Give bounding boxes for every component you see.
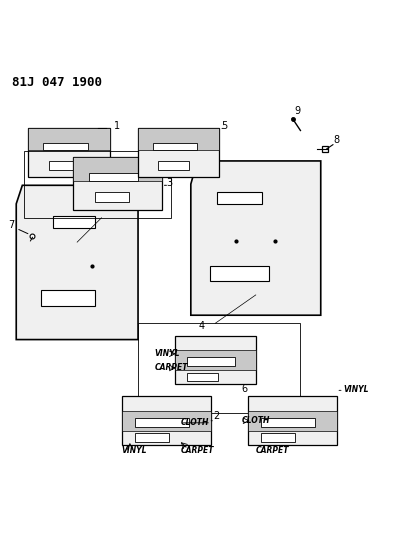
Bar (73, 157, 162, 209)
PathPatch shape (190, 161, 320, 315)
Bar (138, 128, 219, 177)
Bar (186, 373, 217, 381)
Bar (260, 433, 294, 442)
Bar (53, 216, 95, 229)
Bar (158, 161, 189, 170)
Text: 81J 047 1900: 81J 047 1900 (12, 76, 102, 88)
Bar (138, 324, 300, 413)
Bar (216, 192, 262, 204)
Text: VINYL: VINYL (342, 385, 368, 394)
Bar (73, 157, 162, 181)
PathPatch shape (16, 185, 138, 340)
Text: 6: 6 (241, 384, 247, 394)
Bar (152, 143, 197, 150)
Text: 2: 2 (213, 411, 219, 421)
Text: VINYL: VINYL (122, 446, 147, 455)
Bar (247, 411, 336, 431)
Bar (28, 128, 109, 177)
Bar (260, 418, 314, 426)
Bar (247, 397, 336, 445)
Text: 5: 5 (221, 122, 227, 132)
Bar (122, 411, 211, 431)
Text: CLOTH: CLOTH (241, 416, 269, 425)
Text: 3: 3 (166, 178, 172, 188)
Text: 7: 7 (8, 220, 14, 230)
Text: 4: 4 (198, 321, 205, 332)
Bar (174, 335, 255, 384)
Text: CARPET: CARPET (180, 446, 214, 455)
Text: VINYL: VINYL (154, 349, 179, 358)
Text: 8: 8 (332, 135, 338, 144)
Bar (138, 128, 219, 150)
Bar (122, 397, 211, 445)
Bar (43, 143, 87, 150)
Text: 1: 1 (113, 122, 119, 132)
Bar (186, 357, 235, 366)
Bar (40, 290, 95, 305)
Bar (49, 161, 79, 170)
Text: CARPET: CARPET (154, 363, 188, 372)
Bar (24, 151, 170, 218)
Bar (95, 192, 129, 202)
Bar (28, 128, 109, 150)
Text: CARPET: CARPET (255, 446, 289, 455)
Text: 9: 9 (294, 106, 300, 116)
Bar (210, 266, 268, 281)
Bar (89, 173, 138, 181)
Bar (135, 433, 169, 442)
Bar (174, 350, 255, 369)
Bar (135, 418, 188, 426)
Text: CLOTH: CLOTH (180, 418, 209, 427)
